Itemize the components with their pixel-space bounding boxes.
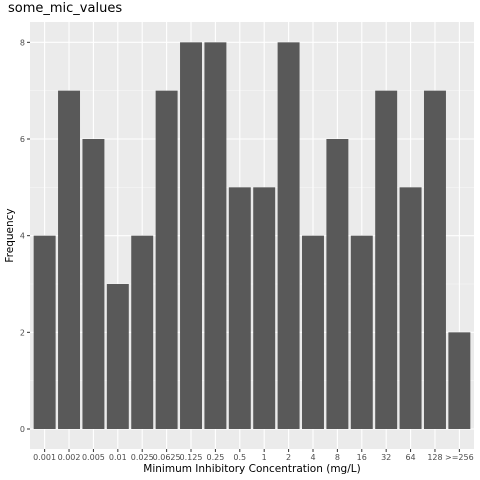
- bar: [277, 42, 300, 429]
- x-tick-label: 128: [427, 453, 442, 462]
- bar: [399, 187, 422, 429]
- bar: [448, 332, 471, 429]
- chart-title: some_mic_values: [8, 1, 123, 16]
- x-tick-label: 2: [286, 453, 291, 462]
- bar: [228, 187, 251, 429]
- y-tick-label: 6: [20, 135, 25, 144]
- x-tick-label: 0.5: [233, 453, 246, 462]
- bar: [326, 139, 349, 429]
- bar: [106, 284, 129, 429]
- bars: [33, 42, 471, 430]
- x-tick-label: 0.01: [109, 453, 127, 462]
- x-tick-label: 8: [335, 453, 340, 462]
- x-tick-label: >=256: [445, 453, 474, 462]
- x-axis-title: Minimum Inhibitory Concentration (mg/L): [143, 463, 360, 475]
- y-axis-title: Frequency: [4, 208, 16, 262]
- y-tick-label: 0: [20, 425, 25, 434]
- bar: [180, 42, 202, 429]
- bar: [33, 235, 56, 429]
- x-tick-label: 0.125: [180, 453, 203, 462]
- bar: [375, 90, 398, 430]
- y-tick-label: 4: [20, 232, 25, 241]
- y-tick-label: 8: [20, 38, 25, 47]
- x-tick-label: 0.005: [82, 453, 105, 462]
- y-axis: 0 2 4 6 8: [20, 38, 30, 434]
- x-tick-label: 1: [262, 453, 267, 462]
- y-tick-label: 2: [20, 328, 25, 337]
- x-tick-label: 32: [381, 453, 391, 462]
- x-tick-label: 64: [405, 453, 415, 462]
- x-tick-label: 0.001: [33, 453, 56, 462]
- bar: [423, 90, 446, 430]
- x-tick-label: 4: [310, 453, 315, 462]
- bar: [350, 235, 373, 429]
- bar: [82, 139, 105, 429]
- x-tick-label: 0.0625: [153, 453, 181, 462]
- bar: [155, 90, 178, 430]
- x-tick-label: 0.025: [131, 453, 154, 462]
- bar: [204, 42, 227, 429]
- bar: [58, 90, 81, 430]
- x-tick-label: 0.25: [207, 453, 225, 462]
- bar: [253, 187, 276, 429]
- x-tick-label: 16: [357, 453, 367, 462]
- bar: [302, 235, 324, 429]
- bar: [131, 235, 154, 429]
- x-tick-label: 0.002: [58, 453, 81, 462]
